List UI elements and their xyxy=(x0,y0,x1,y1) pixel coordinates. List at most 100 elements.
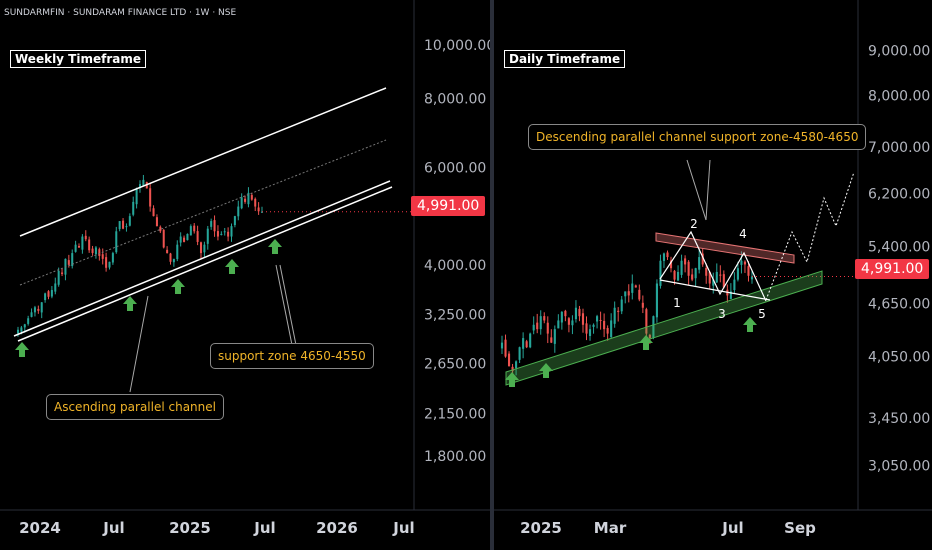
candle-body xyxy=(515,361,518,369)
candle-body xyxy=(142,179,145,186)
candle-body xyxy=(30,312,33,317)
candle-body xyxy=(564,310,567,317)
candle-body xyxy=(16,329,20,334)
candle-body xyxy=(553,329,556,344)
candle-body xyxy=(166,249,169,254)
candle-body xyxy=(627,291,630,296)
candle-body xyxy=(186,233,189,241)
channel-lower-line xyxy=(13,180,391,337)
candle-body xyxy=(196,231,199,242)
x-tick-label: Mar xyxy=(594,519,627,537)
candle-body xyxy=(101,254,104,259)
candle-body xyxy=(543,316,546,321)
candle-body xyxy=(20,327,23,332)
candle-body xyxy=(684,258,687,265)
candle-body xyxy=(118,221,121,230)
candle-body xyxy=(44,293,47,301)
channel-mid-line xyxy=(19,139,387,286)
candle-body xyxy=(648,334,651,339)
y-tick-label: 4,000.00 xyxy=(424,258,486,274)
candle-body xyxy=(705,267,708,276)
candle-body xyxy=(729,291,732,299)
candle-body xyxy=(687,261,690,276)
channel-upper-line xyxy=(19,87,387,237)
candle-body xyxy=(47,291,50,297)
candle-body xyxy=(206,228,209,244)
candle-body xyxy=(536,322,539,330)
candle-body xyxy=(701,253,704,265)
daily-chart-panel[interactable]: 9,000.00 8,000.00 7,000.00 6,200.00 5,400.00… xyxy=(494,0,932,550)
candle-body xyxy=(743,261,747,265)
candle-body xyxy=(529,333,532,348)
candle-body xyxy=(733,279,736,291)
candle-body xyxy=(606,328,609,334)
candle-body xyxy=(54,283,57,292)
candle-body xyxy=(652,316,655,338)
candle-body xyxy=(592,324,595,327)
x-tick-label: Jul xyxy=(721,519,743,537)
wave-label: 5 xyxy=(758,307,766,321)
candle-body xyxy=(227,231,230,237)
x-tick-label: 2026 xyxy=(316,519,358,537)
candle-body xyxy=(50,290,53,297)
wave-zigzag xyxy=(659,230,767,302)
up-arrow-icon xyxy=(539,363,553,378)
descending-resistance-band xyxy=(655,232,795,264)
candle-body xyxy=(641,302,644,308)
candle-body xyxy=(666,252,669,258)
weekly-chart-panel[interactable]: 10,000.00 8,000.00 6,000.00 4,000.00 3,250.0… xyxy=(0,0,490,550)
candle-body xyxy=(578,308,581,317)
candle-body xyxy=(571,320,574,326)
candle-body xyxy=(91,248,94,254)
candle-body xyxy=(581,313,585,325)
y-tick-label: 7,000.00 xyxy=(868,140,930,156)
daily-chart-canvas[interactable]: 9,000.00 8,000.00 7,000.00 6,200.00 5,400.00… xyxy=(494,0,932,550)
candle-body xyxy=(98,249,101,256)
candle-body xyxy=(111,253,114,263)
candle-body xyxy=(631,283,634,293)
candle-body xyxy=(254,198,257,207)
candle-body xyxy=(183,237,186,242)
up-arrow-icon xyxy=(225,259,239,274)
candle-body xyxy=(230,226,233,237)
wave-label: 3 xyxy=(718,307,726,321)
candle-body xyxy=(518,347,521,360)
candle-body xyxy=(645,309,648,334)
candle-body xyxy=(567,318,570,325)
candle-body xyxy=(179,236,182,243)
candle-body xyxy=(172,258,175,263)
candle-body xyxy=(634,285,637,288)
candle-body xyxy=(223,231,226,233)
candle-body xyxy=(237,206,240,217)
candle-body xyxy=(610,320,613,338)
candle-body xyxy=(176,244,179,260)
support-pointer-line-2 xyxy=(279,264,297,346)
candle-body xyxy=(233,216,236,226)
candle-body xyxy=(557,320,560,329)
y-tick-label: 3,250.00 xyxy=(424,308,486,324)
weekly-chart-canvas[interactable]: 10,000.00 8,000.00 6,000.00 4,000.00 3,250.0… xyxy=(0,0,490,550)
annotation-pointer-line-2 xyxy=(705,159,711,221)
panel-divider[interactable] xyxy=(490,0,494,550)
candle-body xyxy=(155,217,158,227)
x-tick-label: 2025 xyxy=(520,519,562,537)
candle-body xyxy=(677,271,680,281)
up-arrow-icon xyxy=(505,372,519,387)
y-tick-label: 4,650.00 xyxy=(868,297,930,313)
candle-body xyxy=(81,236,84,250)
candle-body xyxy=(669,260,673,269)
y-tick-label: 4,050.00 xyxy=(868,350,930,366)
weekly-current-price-badge: 4,991.00 xyxy=(411,196,486,216)
ascending-channel-annotation: Ascending parallel channel xyxy=(46,394,224,420)
candle-body xyxy=(250,195,253,200)
candle-body xyxy=(128,216,131,226)
candle-body xyxy=(37,308,40,311)
channel-lower-line-2 xyxy=(17,186,393,342)
candle-body xyxy=(88,239,91,251)
candle-body xyxy=(736,268,739,280)
candle-body xyxy=(138,184,142,188)
wave-label: 2 xyxy=(690,217,698,231)
x-tick-label: Jul xyxy=(253,519,275,537)
candle-body xyxy=(659,260,662,286)
candle-body xyxy=(115,231,118,253)
